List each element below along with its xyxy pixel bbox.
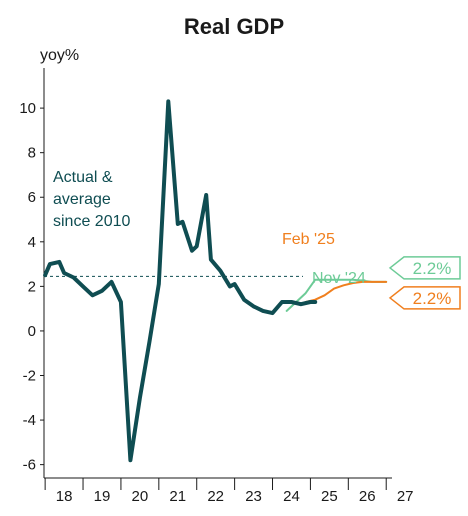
y-tick-label: 8 (28, 145, 36, 162)
x-tick-label: 21 (169, 488, 186, 505)
x-tick-label: 18 (56, 488, 73, 505)
annotations: Actual & average since 2010 Feb '25 Nov '24 2… (53, 169, 461, 310)
x-tick-label: 24 (283, 488, 300, 505)
y-tick-label: 6 (28, 189, 36, 206)
chart-title: Real GDP (184, 14, 284, 39)
actual-annotation-line: Actual & (53, 169, 113, 186)
y-tick-label: 10 (19, 100, 36, 117)
y-tick-label: -2 (23, 368, 36, 385)
y-tick-label: -6 (23, 457, 36, 474)
x-tick-label: 20 (132, 488, 149, 505)
nov-24-label: Nov '24 (312, 270, 366, 287)
actual-annotation-line: average (53, 191, 111, 208)
x-tick-label: 23 (245, 488, 262, 505)
y-tick-label: 2 (28, 278, 36, 295)
y-tick-label: -4 (23, 412, 36, 429)
series-lines (43, 99, 388, 463)
x-tick-label: 22 (207, 488, 224, 505)
x-tick-label: 25 (321, 488, 338, 505)
actual-annotation-line: since 2010 (53, 213, 130, 230)
nov-24-end-label-box (388, 256, 461, 280)
x-tick-label: 27 (397, 488, 414, 505)
x-tick-label: 26 (359, 488, 376, 505)
feb-25-label: Feb '25 (282, 231, 335, 248)
feb-25-end-label-box (388, 286, 461, 310)
nov-24-end-label-value: 2.2% (413, 259, 452, 278)
actual-series-line (43, 99, 318, 463)
y-tick-label: 4 (28, 234, 36, 251)
y-tick-label: 0 (28, 323, 36, 340)
x-tick-label: 19 (94, 488, 111, 505)
feb-25-end-label-value: 2.2% (413, 289, 452, 308)
feb-25-series-line (304, 280, 388, 303)
y-axis-label: yoy% (40, 47, 79, 64)
